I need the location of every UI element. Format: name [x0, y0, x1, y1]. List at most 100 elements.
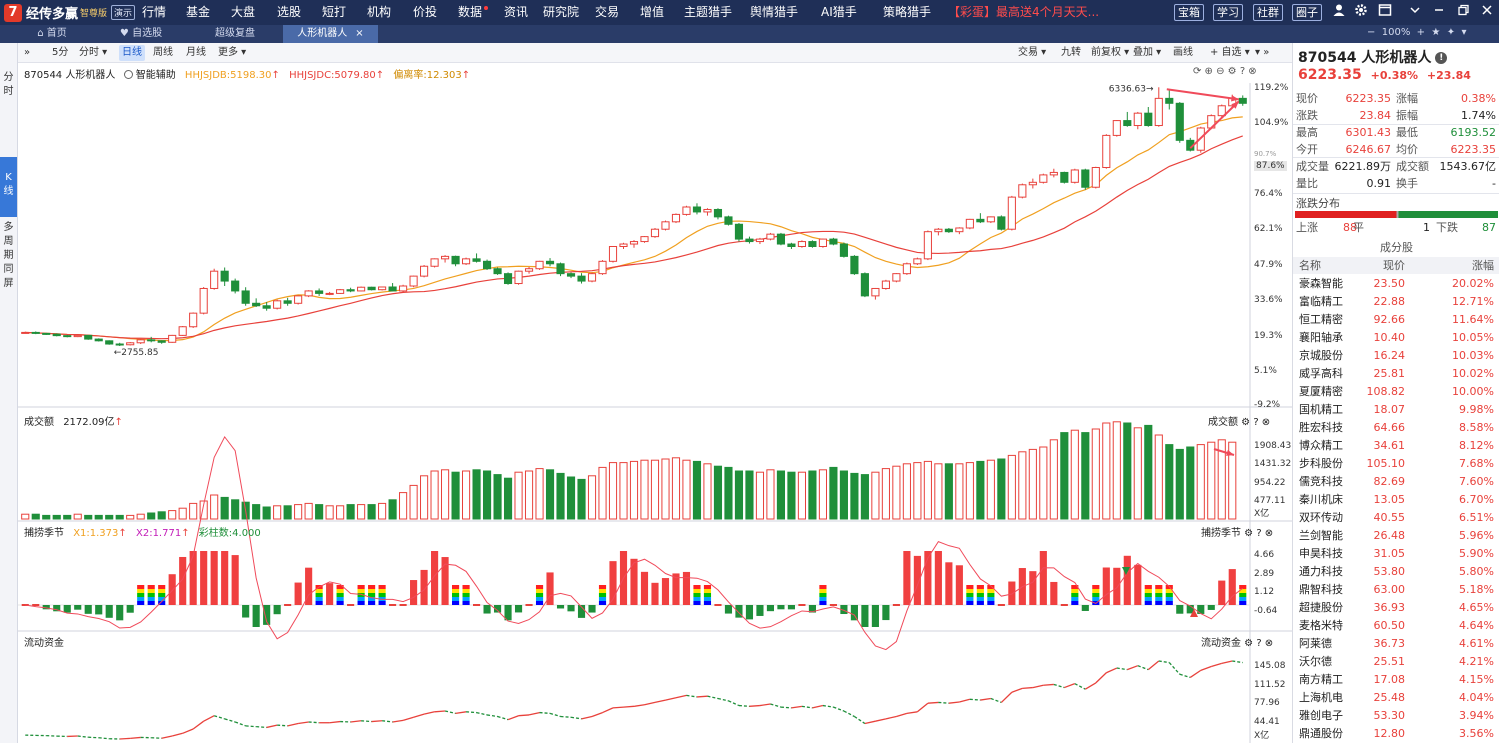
candle[interactable]: [283, 300, 292, 304]
candle[interactable]: [210, 270, 219, 289]
component-row[interactable]: 麦格米特 60.50 4.64%: [1293, 617, 1499, 635]
candle[interactable]: [294, 295, 303, 304]
candle[interactable]: [535, 260, 544, 270]
candle[interactable]: [336, 289, 345, 294]
candle[interactable]: [881, 280, 890, 289]
app-logo[interactable]: 7 经传多赢 智尊版 演示: [4, 3, 136, 22]
menu-item-8[interactable]: 资讯: [504, 5, 529, 19]
candle[interactable]: [1112, 120, 1121, 136]
candle[interactable]: [273, 300, 282, 309]
candle[interactable]: [556, 263, 565, 275]
candle[interactable]: [577, 275, 586, 282]
menu-item-13[interactable]: 舆情猎手: [750, 5, 799, 19]
candle[interactable]: [1060, 171, 1069, 183]
candle[interactable]: [1070, 169, 1079, 183]
candle[interactable]: [157, 340, 166, 343]
component-row[interactable]: 国机精工 18.07 9.98%: [1293, 401, 1499, 419]
toolbar-item-5[interactable]: 更多 ▾: [218, 47, 247, 58]
candle[interactable]: [955, 227, 964, 233]
candle[interactable]: [399, 285, 408, 292]
menu-item-0[interactable]: 行情: [142, 5, 167, 19]
menu-item-11[interactable]: 增值: [640, 5, 665, 19]
component-row[interactable]: 博众精工 34.61 8.12%: [1293, 437, 1499, 455]
component-row[interactable]: 超捷股份 36.93 4.65%: [1293, 599, 1499, 617]
top-button-1[interactable]: 学习: [1213, 4, 1243, 21]
component-row[interactable]: 豪森智能 23.50 20.02%: [1293, 275, 1499, 293]
candle[interactable]: [871, 287, 880, 297]
candle[interactable]: [1102, 134, 1111, 168]
candle[interactable]: [1028, 181, 1037, 186]
candle[interactable]: [42, 332, 51, 335]
candle[interactable]: [860, 273, 869, 297]
minimize-icon[interactable]: [1430, 3, 1448, 21]
candle[interactable]: [126, 342, 135, 346]
toolbar-item-0[interactable]: 5分: [52, 47, 69, 58]
menu-item-7[interactable]: 数据: [458, 5, 483, 19]
menu-item-3[interactable]: 选股: [277, 5, 302, 19]
chevron-down-icon[interactable]: [1406, 3, 1424, 21]
user-icon[interactable]: [1330, 3, 1348, 21]
candle[interactable]: [21, 331, 30, 334]
candle[interactable]: [745, 238, 754, 243]
col-name[interactable]: 名称: [1299, 259, 1321, 272]
candle[interactable]: [892, 273, 901, 282]
candle[interactable]: [346, 289, 355, 292]
candle[interactable]: [818, 238, 827, 248]
component-row[interactable]: 阿莱德 36.73 4.61%: [1293, 635, 1499, 653]
col-price[interactable]: 现价: [1383, 259, 1405, 272]
candle[interactable]: [934, 228, 943, 233]
chart-area[interactable]: 6336.63→ ←2755.85 870544 人形机器人 智能辅助 HHJSJ…: [18, 63, 1292, 743]
candle[interactable]: [566, 273, 576, 277]
candle[interactable]: [923, 231, 932, 260]
component-row[interactable]: 双环传动 40.55 6.51%: [1293, 509, 1499, 527]
gear-icon[interactable]: [1352, 3, 1370, 21]
candle[interactable]: [220, 270, 229, 282]
component-row[interactable]: 步科股份 105.10 7.68%: [1293, 455, 1499, 473]
toolbar-item-2[interactable]: 日线: [119, 45, 145, 61]
candle[interactable]: [503, 273, 513, 285]
candle[interactable]: [766, 233, 775, 240]
view-multi-period[interactable]: 多周期同屏: [0, 221, 17, 291]
tab-1[interactable]: ♥ 自选股: [112, 25, 170, 43]
component-row[interactable]: 申昊科技 31.05 5.90%: [1293, 545, 1499, 563]
candle[interactable]: [629, 241, 639, 245]
candle[interactable]: [1165, 97, 1174, 104]
candle[interactable]: [241, 290, 250, 304]
menu-item-1[interactable]: 基金: [186, 5, 211, 19]
component-row[interactable]: 南方精工 17.08 4.15%: [1293, 671, 1499, 689]
component-row[interactable]: 鼎智科技 63.00 5.18%: [1293, 581, 1499, 599]
candle[interactable]: [105, 340, 114, 345]
candle[interactable]: [944, 228, 953, 233]
candle[interactable]: [650, 228, 660, 238]
candle[interactable]: [640, 236, 649, 243]
component-row[interactable]: 沃尔德 25.51 4.21%: [1293, 653, 1499, 671]
candle[interactable]: [357, 286, 366, 292]
candle[interactable]: [388, 286, 397, 292]
candle[interactable]: [913, 258, 922, 265]
candle[interactable]: [231, 280, 240, 292]
candle[interactable]: [976, 218, 985, 223]
toolbar-right-item-0[interactable]: 交易 ▾: [1018, 47, 1047, 58]
candle[interactable]: [1133, 112, 1142, 127]
info-icon[interactable]: !: [1435, 52, 1448, 64]
candle[interactable]: [136, 339, 145, 344]
candle[interactable]: [1154, 97, 1163, 127]
candle[interactable]: [829, 238, 838, 245]
toolbar-item-4[interactable]: 月线: [186, 47, 206, 58]
candle[interactable]: [147, 339, 156, 342]
toolbar-nav[interactable]: ▾ »: [1255, 47, 1270, 58]
candle[interactable]: [682, 206, 691, 215]
expand-button[interactable]: »: [24, 47, 31, 58]
view-kline[interactable]: K线: [0, 157, 17, 217]
candle[interactable]: [1144, 112, 1153, 127]
view-fenshi[interactable]: 分时: [0, 71, 17, 99]
candle[interactable]: [776, 233, 786, 245]
component-row[interactable]: 恒工精密 92.66 11.64%: [1293, 311, 1499, 329]
zoom-controls[interactable]: − 100% + ★ ✦ ▾: [1367, 27, 1467, 38]
candle[interactable]: [713, 208, 723, 218]
candle[interactable]: [608, 246, 618, 262]
menu-item-5[interactable]: 机构: [367, 5, 392, 19]
component-row[interactable]: 襄阳轴承 10.40 10.05%: [1293, 329, 1499, 347]
component-row[interactable]: 富临精工 22.88 12.71%: [1293, 293, 1499, 311]
top-button-3[interactable]: 圈子: [1292, 4, 1322, 21]
